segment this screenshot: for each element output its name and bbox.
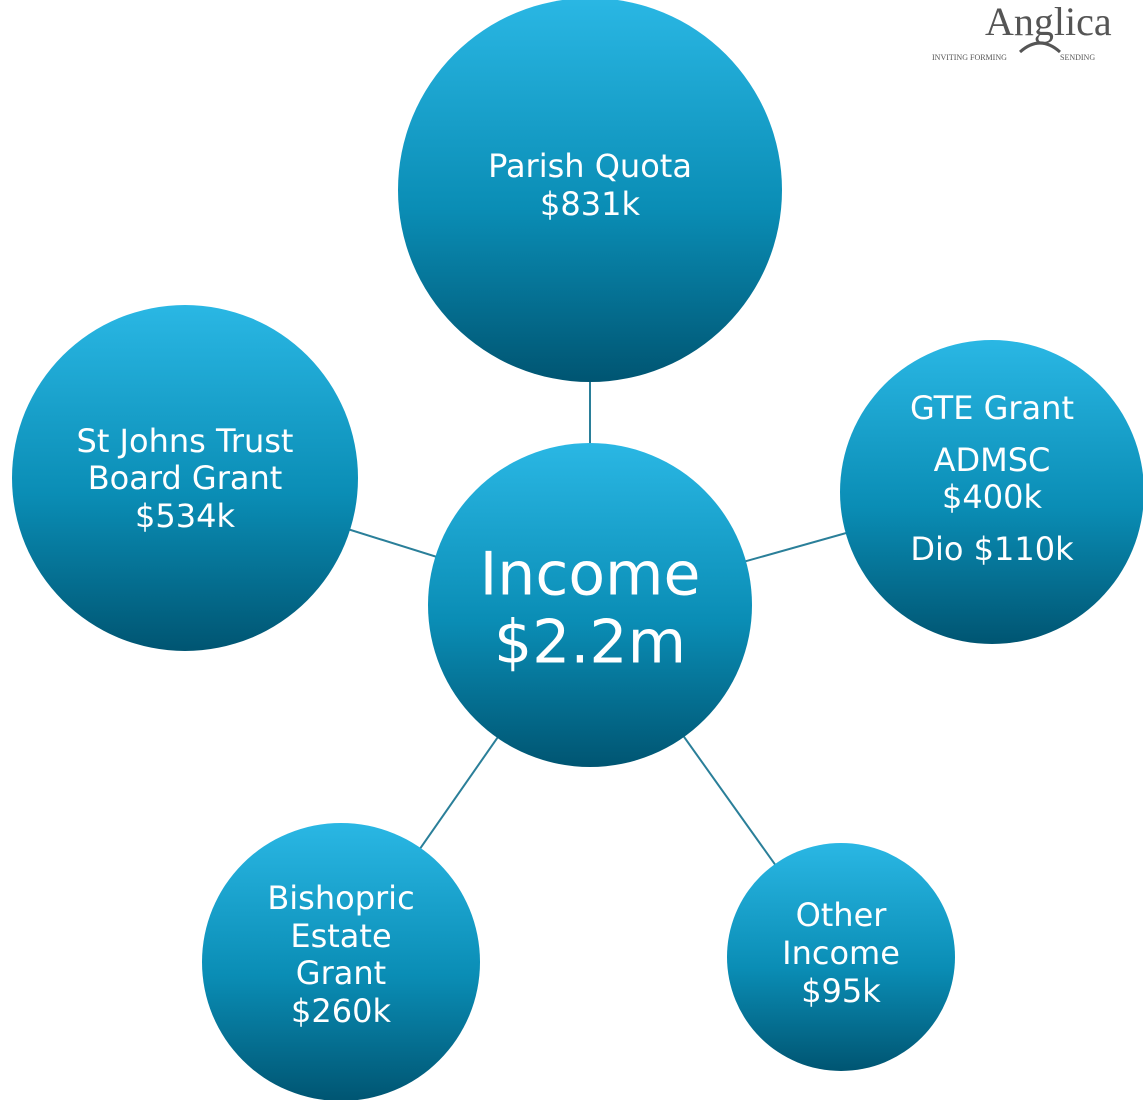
node-circle (202, 823, 480, 1100)
node-label: $95k (801, 972, 881, 1010)
node-label: Bishopric (267, 879, 414, 917)
node-label: Other (796, 896, 888, 934)
center-label: Income (480, 540, 701, 610)
node-label: $260k (291, 992, 391, 1030)
node-label: Income (782, 934, 900, 972)
node-circle (12, 305, 358, 651)
logo: Anglica (985, 0, 1112, 44)
node-label: Board Grant (88, 459, 283, 497)
logo-tagline: INVITING FORMING (932, 53, 1007, 62)
node-label: Grant (296, 954, 386, 992)
node-label: $831k (540, 185, 640, 223)
node-circle (398, 0, 782, 382)
node-label: $534k (135, 497, 235, 535)
node-label: Estate (290, 917, 391, 955)
node-label: ADMSC (934, 441, 1051, 479)
logo-mark (1018, 41, 1062, 54)
logo-tagline: SENDING (1060, 53, 1095, 62)
center-circle (428, 443, 752, 767)
node-circle (727, 843, 955, 1071)
center-label: $2.2m (494, 608, 686, 678)
node-label: Parish Quota (488, 147, 692, 185)
node-label: $400k (942, 478, 1042, 516)
node-circle (840, 340, 1143, 644)
node-label: Dio $110k (910, 530, 1074, 568)
node-label: St Johns Trust (77, 422, 294, 460)
node-label: GTE Grant (910, 389, 1074, 427)
